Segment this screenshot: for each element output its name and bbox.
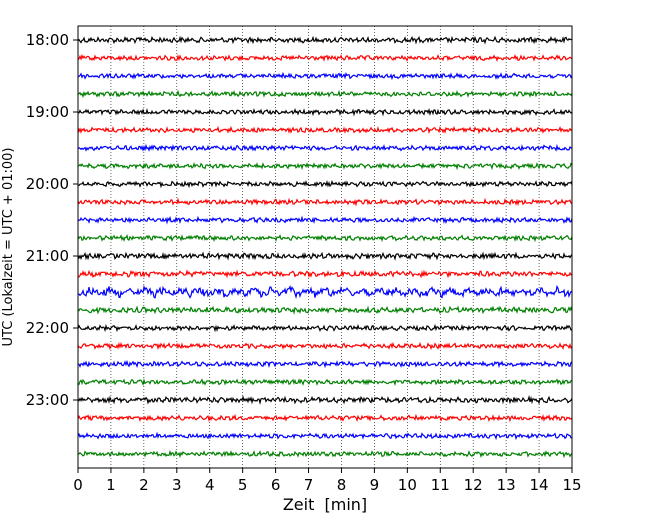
x-tick-label: 7	[304, 476, 314, 494]
y-tick-label: 18:00	[26, 31, 69, 49]
x-tick-label: 1	[106, 476, 116, 494]
trace-2300	[77, 394, 573, 405]
y-tick-label: 20:00	[26, 175, 69, 193]
trace-1800	[77, 35, 573, 45]
trace-2130	[77, 284, 573, 300]
trace-2200	[77, 323, 573, 333]
x-tick-label: 3	[172, 476, 182, 494]
trace-1915	[77, 125, 573, 135]
y-tick-label: 19:00	[26, 103, 69, 121]
y-axis-label: UTC (Lokalzeit = UTC + 01:00)	[1, 148, 16, 347]
trace-2100	[77, 251, 573, 261]
x-tick-label: 14	[530, 476, 549, 494]
trace-2000	[77, 179, 573, 189]
trace-2015	[77, 197, 573, 207]
plot-frame	[77, 25, 573, 469]
trace-2145	[77, 305, 573, 315]
y-tick-label: 23:00	[26, 391, 69, 409]
trace-1845	[77, 89, 573, 99]
x-tick-label: 0	[73, 476, 83, 494]
trace-1930	[77, 143, 573, 152]
trace-1945	[77, 162, 573, 171]
trace-2345	[77, 449, 573, 459]
trace-2115	[77, 269, 573, 279]
y-axis-ticks: 18:00 19:00 20:00 21:00 22:00 23:00	[26, 31, 78, 409]
trace-2230	[77, 359, 573, 369]
trace-2045	[77, 234, 573, 243]
plot-area	[78, 26, 572, 468]
trace-2215	[77, 341, 573, 351]
x-tick-label: 2	[139, 476, 149, 494]
trace-lines	[77, 35, 573, 459]
trace-1900	[77, 107, 573, 117]
x-tick-label: 13	[497, 476, 516, 494]
x-tick-label: 8	[337, 476, 347, 494]
y-tick-label: 22:00	[26, 319, 69, 337]
x-tick-label: 9	[370, 476, 380, 494]
trace-2330	[77, 431, 573, 441]
x-tick-label: 15	[562, 476, 581, 494]
trace-2245	[77, 377, 573, 387]
y-tick-label: 21:00	[26, 247, 69, 265]
x-tick-label: 10	[398, 476, 417, 494]
x-tick-label: 6	[271, 476, 281, 494]
x-axis-ticks: 0 1 2 3 4 5 6 7 8 9 10 11 12 13 14 15	[73, 468, 582, 494]
trace-2315	[77, 413, 573, 423]
x-tick-label: 12	[464, 476, 483, 494]
x-tick-label: 4	[205, 476, 215, 494]
x-tick-label: 5	[238, 476, 248, 494]
trace-1815	[77, 53, 573, 63]
x-axis-label: Zeit [min]	[283, 495, 367, 514]
trace-1830	[77, 71, 573, 81]
x-tick-label: 11	[431, 476, 450, 494]
trace-2030	[77, 215, 573, 225]
